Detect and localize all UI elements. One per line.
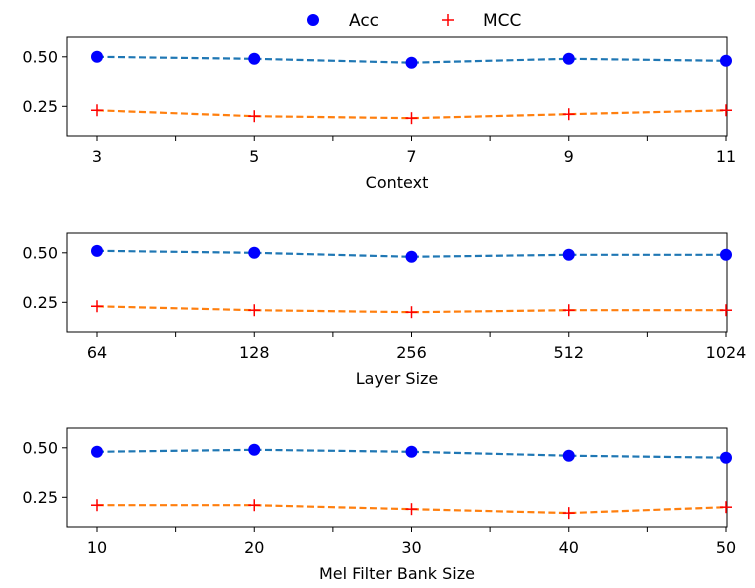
acc-point [248, 52, 261, 65]
x-tick-label: 20 [244, 538, 264, 557]
x-tick-label: 9 [564, 147, 574, 166]
acc-point [720, 54, 732, 67]
mcc-point [248, 304, 261, 317]
mcc-point [405, 503, 418, 516]
legend-mcc-marker [442, 14, 454, 26]
legend-acc-label: Acc [349, 11, 379, 31]
x-tick-label: 256 [396, 343, 427, 362]
mcc-point [405, 306, 418, 319]
y-tick-label: 0.25 [22, 488, 58, 507]
mcc-point [720, 304, 732, 317]
mcc-point [720, 104, 732, 117]
mcc-point [248, 110, 261, 123]
acc-point [562, 248, 575, 261]
x-tick-label: 11 [716, 147, 736, 166]
x-axis-label: Layer Size [356, 369, 439, 388]
mcc-point [405, 112, 418, 125]
x-axis-label: Context [366, 173, 429, 192]
mcc-point [562, 507, 575, 520]
x-tick-label: 30 [401, 538, 421, 557]
y-tick-label: 0.25 [22, 293, 58, 312]
x-tick-label: 64 [87, 343, 107, 362]
mcc-point [720, 501, 732, 514]
plot-frame [66, 427, 728, 528]
acc-point [720, 451, 732, 464]
x-tick-label: 5 [249, 147, 259, 166]
y-tick-label: 0.50 [22, 243, 58, 262]
acc-point [562, 52, 575, 65]
x-tick-label: 50 [716, 538, 736, 557]
mcc-point [91, 300, 103, 313]
x-tick-label: 512 [553, 343, 584, 362]
acc-point [91, 244, 103, 257]
x-axis-label: Mel Filter Bank Size [319, 564, 475, 583]
mcc-point [562, 304, 575, 317]
acc-point [405, 250, 418, 263]
acc-point [91, 445, 103, 458]
panel-2: 0.25 0.50 64 128 256 512 1024 Layer Size [22, 232, 747, 388]
plot-frame [66, 36, 728, 137]
y-tick-label: 0.50 [22, 438, 58, 457]
panels: 0.25 0.50 3 5 7 9 11 Context 0.25 0.50 64 128 256 512… [22, 36, 747, 583]
acc-point [405, 56, 418, 69]
x-tick-label: 128 [239, 343, 270, 362]
mcc-point [248, 499, 261, 512]
acc-point [562, 449, 575, 462]
legend: Acc MCC [307, 11, 521, 31]
x-tick-label: 40 [559, 538, 579, 557]
acc-point [248, 443, 261, 456]
x-tick-label: 10 [87, 538, 107, 557]
plot-frame [66, 232, 728, 333]
y-tick-label: 0.50 [22, 47, 58, 66]
acc-point [248, 246, 261, 259]
x-tick-label: 1024 [706, 343, 747, 362]
acc-point [720, 248, 732, 261]
mcc-point [91, 499, 103, 512]
mcc-point [91, 104, 103, 117]
acc-point [405, 445, 418, 458]
panel-1: 0.25 0.50 3 5 7 9 11 Context [22, 36, 736, 192]
x-tick-label: 3 [92, 147, 102, 166]
y-tick-label: 0.25 [22, 97, 58, 116]
legend-acc-marker [307, 14, 319, 26]
acc-point [91, 50, 103, 63]
mcc-point [562, 108, 575, 121]
x-tick-label: 7 [406, 147, 416, 166]
panel-3: 0.25 0.50 10 20 30 40 50 Mel Filter Bank Size [22, 427, 736, 583]
legend-mcc-label: MCC [483, 11, 521, 31]
